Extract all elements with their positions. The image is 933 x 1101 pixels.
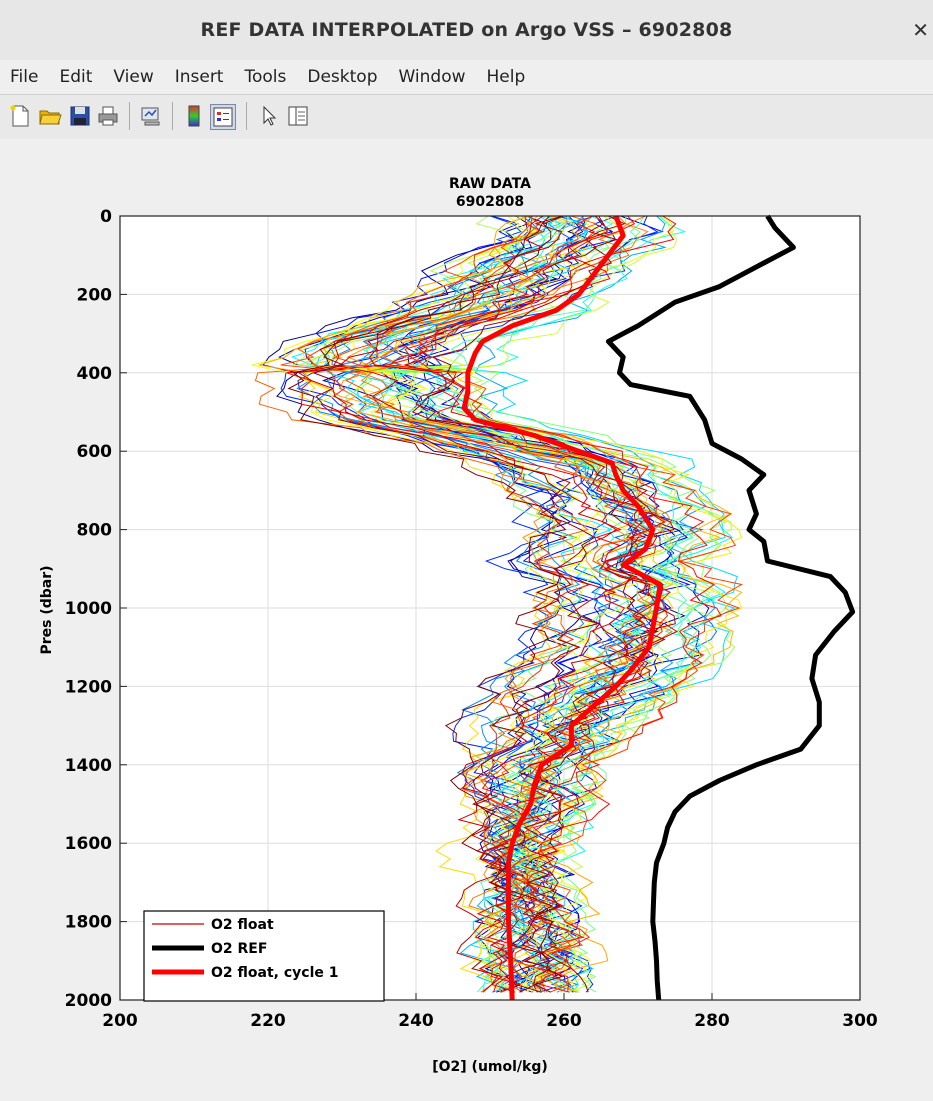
float-profile-line bbox=[355, 215, 674, 993]
y-axis-label: Pres (dbar) bbox=[39, 565, 55, 654]
y-tick-label: 0 bbox=[100, 207, 112, 227]
figure-area: 200 220 240 260 280 300 0 200 400 600 800 1000 1200 1… bbox=[0, 139, 933, 1097]
float-profile-line bbox=[287, 215, 567, 993]
legend-box bbox=[143, 910, 385, 1002]
float-profile-line bbox=[311, 215, 600, 993]
y-tick-label: 400 bbox=[77, 364, 113, 384]
x-tick-label: 300 bbox=[842, 1011, 878, 1031]
x-tick-label: 220 bbox=[250, 1011, 286, 1031]
menu-edit[interactable]: Edit bbox=[59, 67, 93, 87]
menu-bar: File Edit View Insert Tools Desktop Wind… bbox=[0, 60, 933, 94]
y-tick-label: 600 bbox=[77, 442, 113, 462]
x-tick-label: 280 bbox=[694, 1011, 730, 1031]
menu-file[interactable]: File bbox=[10, 67, 39, 87]
toolbar-separator bbox=[172, 102, 173, 130]
menu-desktop[interactable]: Desktop bbox=[307, 67, 378, 87]
open-file-icon[interactable] bbox=[38, 104, 62, 128]
float-profile-line bbox=[360, 215, 673, 993]
y-tick-label: 1400 bbox=[65, 756, 112, 776]
legend-label-ref: O2 REF bbox=[211, 941, 267, 957]
x-tick-label: 240 bbox=[398, 1011, 434, 1031]
cycle1-profile-line bbox=[461, 215, 663, 1001]
new-figure-icon[interactable] bbox=[8, 104, 32, 128]
chart-title: RAW DATA bbox=[449, 176, 531, 192]
menu-help[interactable]: Help bbox=[486, 67, 526, 87]
print-icon[interactable] bbox=[96, 104, 120, 128]
y-tick-label: 800 bbox=[77, 521, 113, 541]
legend-label-cycle1: O2 float, cycle 1 bbox=[211, 965, 338, 981]
y-tick-label: 2000 bbox=[65, 991, 112, 1011]
x-tick-label: 200 bbox=[102, 1011, 138, 1031]
menu-tools[interactable]: Tools bbox=[244, 67, 287, 87]
y-tick-label: 1000 bbox=[65, 599, 112, 619]
float-profile-line bbox=[309, 215, 697, 993]
pointer-icon[interactable] bbox=[258, 104, 282, 128]
float-profile-line bbox=[388, 215, 722, 993]
colorbar-icon[interactable] bbox=[182, 104, 206, 128]
float-profile-line bbox=[333, 215, 678, 993]
float-profile-line bbox=[411, 215, 659, 993]
y-tick-label: 1200 bbox=[65, 677, 112, 697]
float-profile-line bbox=[254, 215, 598, 993]
legend-label-float: O2 float bbox=[211, 917, 274, 933]
y-tick-label: 200 bbox=[77, 285, 113, 305]
close-icon[interactable]: ✕ bbox=[912, 18, 929, 42]
property-inspector-icon[interactable] bbox=[286, 104, 310, 128]
menu-insert[interactable]: Insert bbox=[174, 67, 224, 87]
x-tick-label: 260 bbox=[546, 1011, 582, 1031]
chart-subtitle: 6902808 bbox=[456, 194, 524, 210]
float-profile-line bbox=[286, 215, 677, 993]
window-title: REF DATA INTERPOLATED on Argo VSS – 6902… bbox=[200, 19, 733, 41]
float-profile-line bbox=[259, 215, 640, 993]
window-titlebar: REF DATA INTERPOLATED on Argo VSS – 6902… bbox=[0, 0, 933, 60]
float-profile-line bbox=[297, 215, 629, 993]
toolbar-separator bbox=[246, 102, 247, 130]
float-profile-line bbox=[395, 215, 743, 993]
oxygen-profile-chart[interactable]: 200 220 240 260 280 300 0 200 400 600 800 1000 1200 1… bbox=[0, 139, 933, 1097]
x-axis-label: [O2] (umol/kg) bbox=[432, 1059, 548, 1075]
float-profile-line bbox=[388, 215, 676, 993]
float-profile-line bbox=[396, 215, 678, 993]
save-icon[interactable] bbox=[68, 104, 92, 128]
link-plot-icon[interactable] bbox=[139, 104, 163, 128]
toolbar-separator bbox=[129, 102, 130, 130]
y-tick-label: 1800 bbox=[65, 913, 112, 933]
legend-icon[interactable] bbox=[210, 104, 236, 130]
float-profile-line bbox=[297, 215, 627, 993]
float-profile-line bbox=[291, 215, 736, 993]
menu-view[interactable]: View bbox=[113, 67, 154, 87]
float-profile-line bbox=[316, 215, 668, 993]
chart-legend[interactable]: O2 float O2 REF O2 float, cycle 1 bbox=[143, 910, 385, 1002]
menu-window[interactable]: Window bbox=[398, 67, 466, 87]
toolbar bbox=[0, 94, 933, 140]
y-tick-label: 1600 bbox=[65, 834, 112, 854]
float-profile-line bbox=[403, 215, 666, 993]
float-profile-line bbox=[404, 215, 671, 993]
ref-profile-line bbox=[605, 214, 856, 1001]
